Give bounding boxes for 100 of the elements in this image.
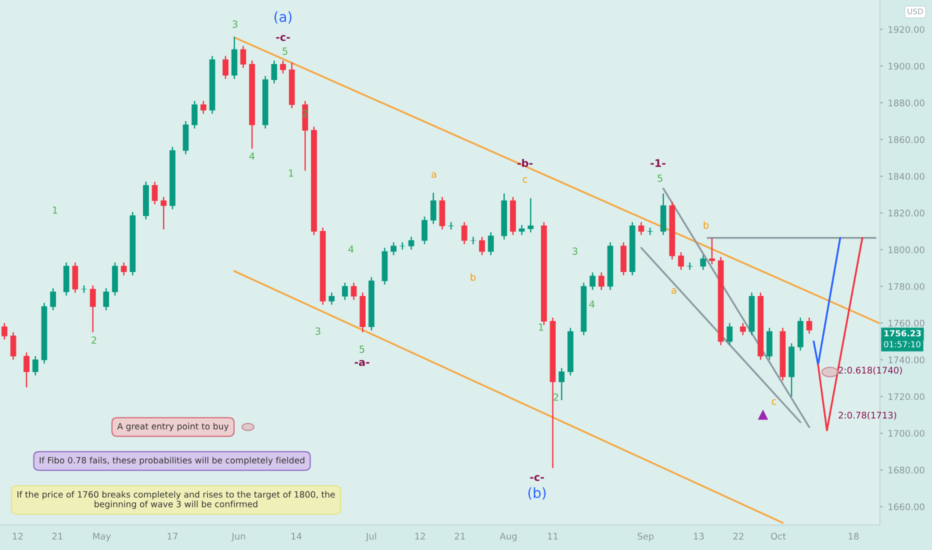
y-tick-label: 1920.00 [888, 26, 924, 33]
annotation: a [672, 288, 676, 294]
candlestick [192, 100, 198, 130]
candlestick [598, 272, 604, 291]
annotation: 4 [589, 300, 595, 308]
candlestick [518, 224, 525, 236]
x-tick-label: 13 [694, 532, 704, 540]
y-tick-label: 1760.00 [888, 320, 924, 327]
candlestick [152, 181, 158, 205]
candlestick [408, 236, 414, 250]
candlestick [488, 232, 494, 256]
x-tick-label: Jul [366, 532, 376, 542]
candlestick [200, 100, 206, 114]
candlestick [700, 254, 706, 270]
x-tick-label: Aug [500, 532, 517, 542]
annotation: (a) [274, 11, 292, 24]
candlestick [479, 236, 485, 256]
y-tick-label: 1840.00 [888, 172, 924, 180]
y-tick-label: 1700.00 [888, 430, 924, 437]
x-tick-label: 12 [12, 532, 23, 540]
x-tick-label: 18 [848, 532, 859, 540]
annotation: c [522, 177, 528, 183]
candlestick [590, 272, 596, 291]
candlestick [50, 288, 56, 311]
candlestick [726, 322, 733, 346]
annotation: c [772, 399, 776, 405]
candlestick [240, 45, 246, 69]
x-tick-label: Jun [231, 532, 246, 542]
x-tick-label: 17 [168, 532, 178, 540]
x-tick-label: 12 [415, 532, 425, 540]
x-tick-label: 22 [733, 532, 744, 540]
x-tick-label: 14 [292, 532, 302, 540]
candlestick [328, 292, 335, 306]
candlestick [90, 284, 96, 333]
candlestick [430, 192, 436, 225]
annotation: b [470, 273, 476, 281]
candlestick [10, 332, 16, 360]
candlestick [740, 322, 746, 336]
candlestick [222, 55, 228, 80]
annotation: -c- [276, 35, 290, 42]
annotation: -1- [650, 159, 666, 167]
y-tick-label: 1740.00 [888, 356, 924, 364]
candlestick [678, 252, 684, 270]
candlestick [638, 221, 644, 236]
candlestick [806, 316, 812, 334]
annotation: 3 [572, 247, 578, 255]
x-tick-label: 21 [454, 532, 465, 540]
y-tick-label: 1820.00 [888, 210, 924, 216]
candlestick [280, 60, 286, 74]
candlestick [72, 262, 78, 294]
annotation: 2 [92, 336, 96, 344]
candlestick [422, 216, 428, 245]
y-tick-label: 1780.00 [888, 283, 924, 290]
annotation: -c- [530, 475, 544, 482]
annotation: 2:0.78(1713) [838, 412, 896, 420]
x-tick-label: 11 [548, 532, 558, 540]
annotation: b [704, 221, 709, 229]
candlestick [271, 60, 278, 84]
annotation: 5 [360, 346, 364, 353]
candlestick [470, 236, 476, 245]
annotation: 5 [282, 48, 288, 55]
candlestick [686, 262, 693, 270]
y-tick-label: 1720.00 [888, 393, 924, 400]
annotation: 2:0.618(1740) [838, 366, 902, 375]
text: 1756.23 [884, 330, 921, 336]
annotation: A great entry point to buy [117, 422, 229, 432]
candlestick [461, 221, 468, 245]
annotation: If Fibo 0.78 fails, these probabilities will be completely fielded [40, 456, 304, 466]
annotation: (b) [528, 487, 546, 500]
candlestick [103, 288, 110, 311]
candlestick [24, 352, 30, 388]
annotation: 2 [554, 393, 558, 401]
y-tick-label: 1800.00 [888, 246, 924, 254]
y-tick-label: 1680.00 [888, 466, 924, 474]
annotation: -a- [354, 360, 370, 366]
y-tick-label: 1900.00 [888, 62, 924, 70]
candlestick [120, 262, 127, 276]
annotation: 3 [316, 327, 320, 335]
candlestick [342, 282, 348, 301]
candlestick [390, 242, 396, 256]
annotation: 3 [232, 20, 238, 28]
y-tick-label: 1860.00 [888, 136, 924, 144]
x-tick-label: Sep [638, 532, 654, 542]
x-tick-label: Oct [770, 532, 786, 540]
text: 01:57:10 [884, 341, 920, 348]
annotation: 5 [658, 174, 662, 182]
annotation: 4 [249, 152, 255, 160]
annotation: 1 [52, 206, 58, 214]
annotation: If the price of 1760 breaks completely and rises to the target of 1800, the beginning of wave 3 will be confirmed [18, 491, 335, 509]
candlestick [160, 196, 167, 230]
x-tick-label: 21 [52, 532, 62, 540]
y-tick-label: 1880.00 [888, 100, 924, 106]
y-tick-label: 1660.00 [888, 503, 924, 510]
annotation: 4 [348, 246, 354, 253]
annotation: 2 [302, 109, 308, 117]
candlestick [1, 322, 8, 340]
candlestick [558, 367, 565, 401]
candlestick [32, 355, 38, 376]
candlestick [350, 282, 357, 301]
annotation: 1 [288, 170, 294, 177]
